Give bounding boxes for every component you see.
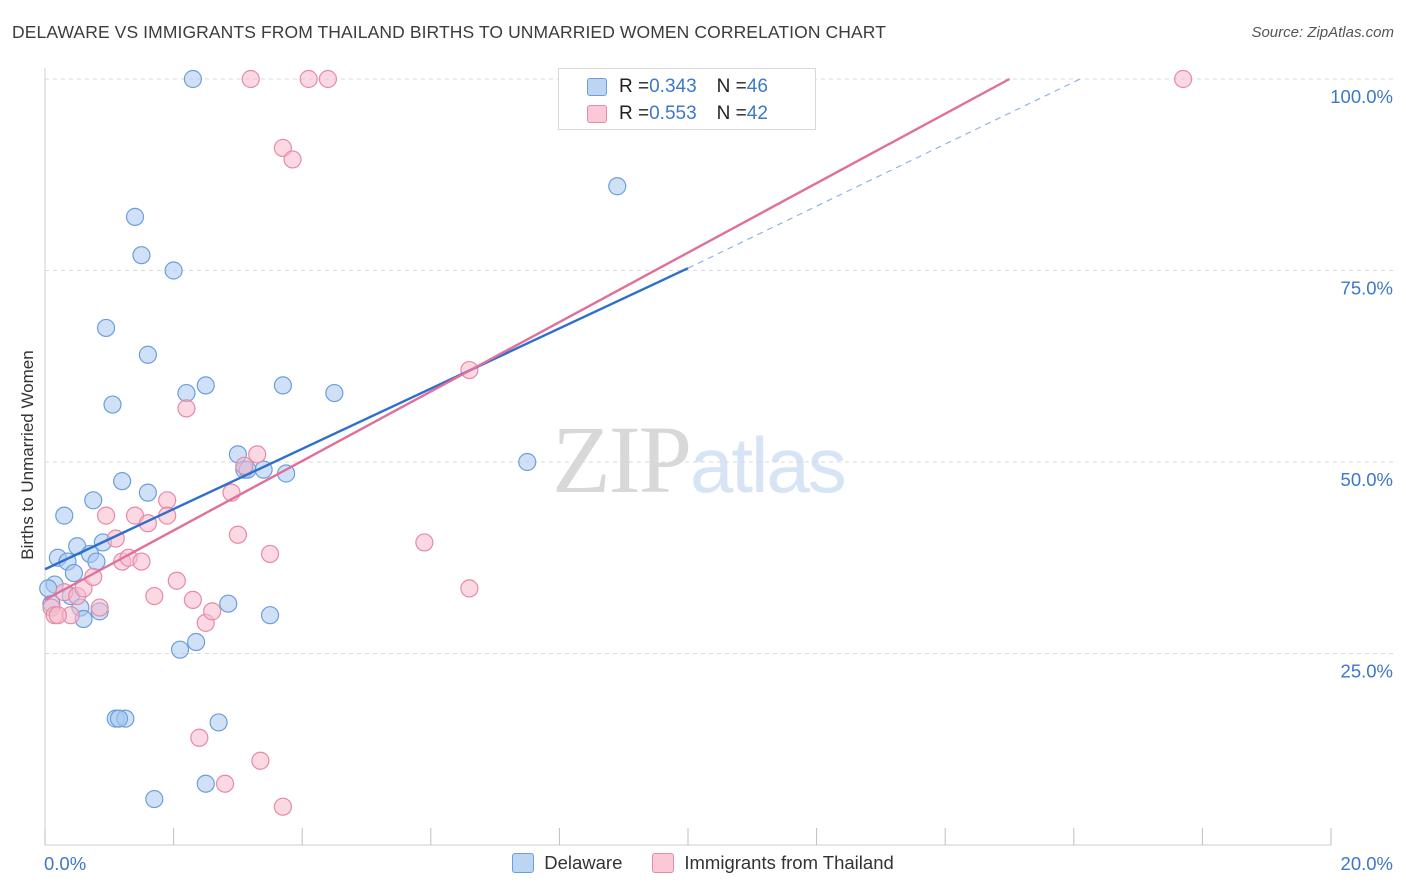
data-point [260, 544, 280, 564]
data-point [273, 376, 293, 395]
data-point [415, 533, 434, 552]
thailand-swatch [652, 853, 675, 873]
y-axis-label: Births to Unmarried Women [18, 350, 37, 560]
source-label: Source: ZipAtlas.com [1251, 24, 1394, 41]
data-point [518, 452, 537, 472]
data-point [196, 376, 215, 395]
delaware-swatch [587, 78, 607, 96]
data-points [39, 69, 1193, 816]
data-point [177, 383, 196, 403]
data-point [241, 69, 260, 89]
data-point [203, 602, 222, 621]
data-point [608, 177, 627, 196]
data-point [84, 491, 103, 510]
data-point [273, 797, 293, 816]
n-label: N = [716, 76, 747, 97]
data-point [251, 751, 270, 770]
data-point [167, 571, 186, 590]
data-point [158, 491, 177, 510]
r-label: R = [619, 103, 650, 124]
data-point [138, 345, 157, 364]
data-point [460, 579, 479, 598]
data-point [138, 483, 157, 502]
data-point [145, 789, 164, 809]
data-point [190, 728, 209, 747]
data-point [215, 774, 235, 793]
data-point [318, 69, 338, 89]
watermark-atlas: atlas [690, 421, 847, 509]
data-point [209, 713, 228, 732]
x-tick-label: 20.0% [1341, 853, 1393, 874]
data-point [96, 318, 116, 338]
n-value: 42 [746, 103, 768, 124]
data-point [170, 640, 190, 659]
axes [44, 68, 1332, 846]
stats-legend: R = 0.343 N = 46 R = 0.553 N = 42 [558, 68, 816, 130]
watermark: ZIPatlas [552, 404, 847, 515]
data-point [125, 207, 145, 226]
y-tick-label: 100.0% [1330, 86, 1393, 107]
thailand-trendline [44, 77, 1011, 601]
delaware-swatch [512, 853, 535, 873]
legend-item-delaware[interactable]: Delaware [512, 852, 622, 874]
grid-lines [45, 78, 1396, 654]
legend-item-thailand[interactable]: Immigrants from Thailand [652, 852, 894, 874]
data-point [164, 261, 183, 280]
delaware-trendline [44, 267, 689, 571]
data-point [132, 246, 151, 265]
thailand-swatch [587, 105, 607, 123]
data-point [235, 456, 254, 475]
tick-labels: 25.0% 50.0% 75.0% 100.0% 0.0% 20.0% [44, 86, 1393, 874]
legend-label: Delaware [544, 852, 623, 873]
legend-row-thailand: R = 0.553 N = 42 [587, 101, 768, 127]
data-point [55, 506, 74, 525]
trend-lines [44, 77, 1081, 601]
data-point [132, 552, 151, 571]
y-tick-label: 25.0% [1341, 661, 1393, 682]
y-tick-label: 50.0% [1341, 469, 1393, 490]
data-point [299, 69, 318, 89]
data-point [177, 399, 196, 418]
legend-row-delaware: R = 0.343 N = 46 [587, 74, 768, 100]
data-point [96, 506, 116, 525]
r-value: 0.343 [649, 76, 697, 97]
data-point [248, 445, 267, 464]
y-tick-label: 75.0% [1341, 278, 1393, 299]
r-label: R = [619, 76, 650, 97]
data-point [228, 525, 247, 544]
data-point [187, 632, 206, 652]
data-point [145, 586, 164, 606]
watermark-zip: ZIP [552, 406, 692, 513]
data-point [113, 472, 132, 491]
data-point [260, 606, 280, 625]
data-point [109, 709, 129, 728]
chart-title: DELAWARE VS IMMIGRANTS FROM THAILAND BIR… [12, 22, 887, 42]
data-point [48, 606, 67, 625]
data-point [90, 598, 109, 617]
data-point [196, 774, 215, 793]
data-point [283, 150, 302, 169]
data-point [219, 594, 238, 613]
data-point [183, 69, 202, 89]
data-point [1174, 69, 1193, 89]
legend-label: Immigrants from Thailand [684, 852, 894, 873]
x-tick-label: 0.0% [44, 853, 86, 874]
data-point [64, 563, 84, 583]
n-label: N = [716, 103, 747, 124]
data-point [183, 590, 202, 609]
r-value: 0.553 [649, 103, 697, 124]
data-point [103, 395, 122, 414]
series-legend: Delaware Immigrants from Thailand [0, 852, 1406, 874]
data-point [325, 383, 344, 403]
n-value: 46 [746, 76, 768, 97]
